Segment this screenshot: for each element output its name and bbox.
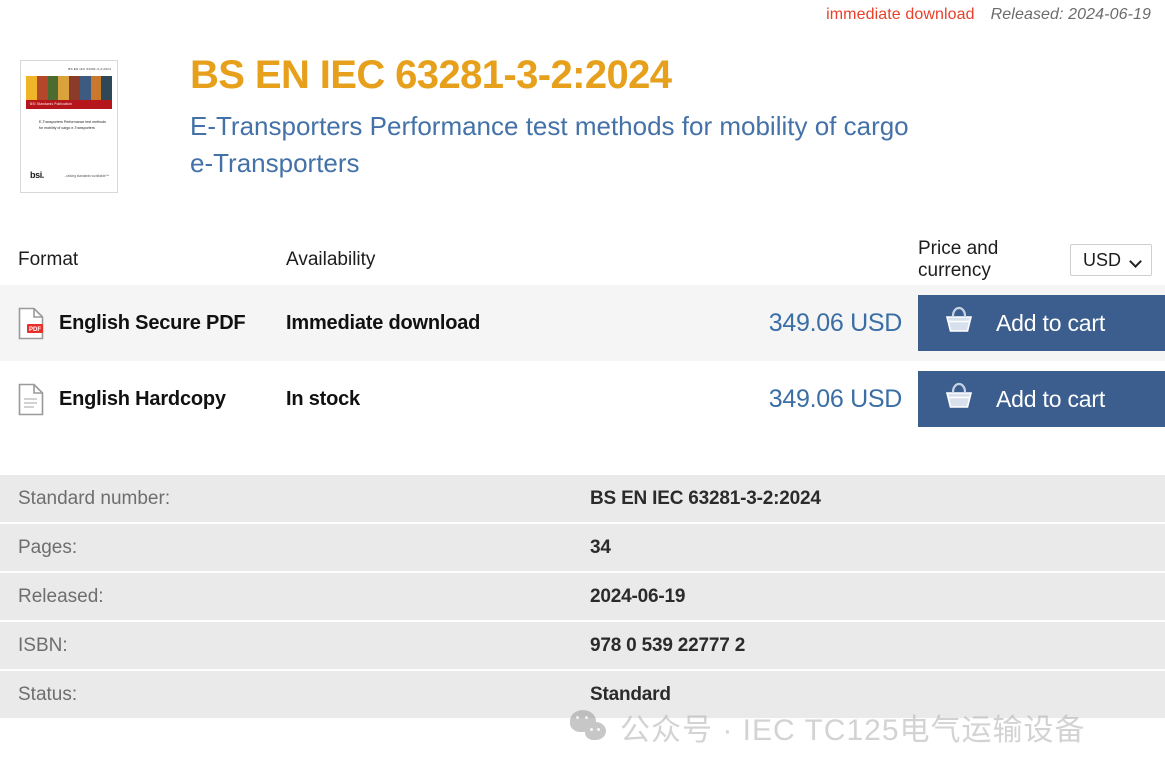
detail-label: ISBN:: [18, 634, 68, 656]
add-to-cart-button[interactable]: Add to cart: [918, 295, 1165, 351]
row-format-label: English Hardcopy: [59, 387, 226, 410]
detail-value: BS EN IEC 63281-3-2:2024: [590, 487, 821, 509]
shopping-basket-icon: [942, 381, 976, 417]
cover-thumbnail-image[interactable]: BS EN IEC 63281-3-2:2024 BSI Standards P…: [20, 60, 118, 193]
row-price-label: 349.06 USD: [768, 384, 903, 413]
detail-label: Status:: [18, 683, 78, 705]
availability-column-label: Availability: [286, 249, 376, 270]
title-block: BS EN IEC 63281-3-2:2024 E-Transporters …: [190, 48, 930, 235]
cover-title-text: E-Transporters Performance test methods …: [39, 120, 106, 130]
table-row: PDF English Secure PDF Immediate downloa…: [0, 285, 1165, 361]
row-availability-label: Immediate download: [286, 311, 481, 334]
product-header: BS EN IEC 63281-3-2:2024 BSI Standards P…: [0, 30, 1165, 235]
purchase-table-header: Format Availability Price and currency U…: [0, 235, 1165, 285]
released-note: Released: 2024-06-19: [990, 6, 1151, 23]
top-meta-bar: immediate download Released: 2024-06-19: [0, 0, 1165, 30]
availability-note: immediate download: [826, 6, 975, 23]
row-action-cell: Add to cart: [918, 295, 1165, 351]
row-format-cell: English Hardcopy: [18, 383, 286, 416]
detail-value: Standard: [590, 683, 671, 705]
detail-row-isbn: ISBN: 978 0 539 22777 2: [0, 622, 1165, 671]
header-cell-availability: Availability: [286, 249, 738, 271]
row-availability-cell: Immediate download: [286, 312, 738, 335]
detail-row-released: Released: 2024-06-19: [0, 573, 1165, 622]
table-row: English Hardcopy In stock 349.06 USD Add…: [0, 361, 1165, 437]
row-price-label: 349.06 USD: [768, 308, 903, 337]
cover-red-band: BSI Standards Publication: [26, 100, 112, 109]
details-table: Standard number: BS EN IEC 63281-3-2:202…: [0, 475, 1165, 720]
document-file-icon: [18, 383, 44, 416]
add-to-cart-label: Add to cart: [996, 385, 1106, 412]
currency-select[interactable]: USD: [1069, 244, 1152, 276]
cover-footer-text: ...raising standards worldwide™: [63, 174, 109, 178]
page-subtitle: E-Transporters Performance test methods …: [190, 111, 909, 178]
cover-standard-code: BS EN IEC 63281-3-2:2024: [68, 67, 111, 71]
detail-value: 978 0 539 22777 2: [590, 634, 746, 656]
row-action-cell: Add to cart: [918, 371, 1165, 427]
detail-value: 34: [590, 536, 611, 558]
detail-value: 2024-06-19: [590, 585, 686, 607]
detail-label: Standard number:: [18, 487, 171, 509]
cover-thumbnail-wrap[interactable]: BS EN IEC 63281-3-2:2024 BSI Standards P…: [0, 48, 190, 235]
header-cell-currency: Price and currency USD: [918, 238, 1165, 282]
page-title: BS EN IEC 63281-3-2:2024: [190, 53, 672, 97]
detail-label: Released:: [18, 585, 104, 607]
add-to-cart-label: Add to cart: [996, 309, 1106, 336]
cover-band-text: BSI Standards Publication: [30, 102, 73, 106]
row-price-cell: 349.06 USD: [738, 385, 918, 414]
svg-text:PDF: PDF: [29, 327, 41, 333]
detail-row-status: Status: Standard: [0, 671, 1165, 720]
currency-selected-value: USD: [1082, 249, 1121, 270]
cover-photo-strip: [26, 76, 112, 100]
row-availability-label: In stock: [286, 387, 360, 410]
detail-row-standard-number: Standard number: BS EN IEC 63281-3-2:202…: [0, 475, 1165, 524]
row-availability-cell: In stock: [286, 388, 738, 411]
shopping-basket-icon: [942, 305, 976, 341]
pdf-file-icon: PDF: [18, 307, 44, 340]
format-column-label: Format: [18, 249, 79, 270]
chevron-down-icon: [1131, 257, 1142, 264]
header-cell-format: Format: [18, 249, 286, 271]
detail-row-pages: Pages: 34: [0, 524, 1165, 573]
purchase-table: Format Availability Price and currency U…: [0, 235, 1165, 437]
bsi-logo: bsi.: [30, 170, 44, 180]
row-format-cell: PDF English Secure PDF: [18, 307, 286, 340]
detail-label: Pages:: [18, 536, 78, 558]
add-to-cart-button[interactable]: Add to cart: [918, 371, 1165, 427]
row-format-label: English Secure PDF: [59, 311, 246, 334]
row-price-cell: 349.06 USD: [738, 309, 918, 338]
price-and-currency-label: Price and currency: [918, 238, 999, 281]
